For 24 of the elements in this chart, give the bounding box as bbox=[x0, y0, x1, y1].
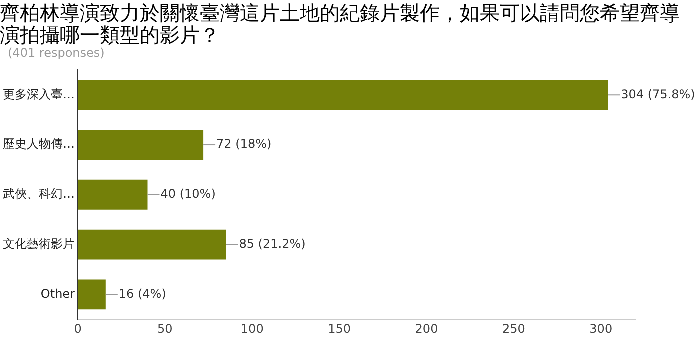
x-tick-label: 150 bbox=[328, 322, 352, 336]
x-tick-label: 300 bbox=[590, 322, 613, 336]
y-tick-label: 更多深入臺… bbox=[3, 87, 75, 102]
y-tick-label: Other bbox=[40, 286, 76, 301]
x-tick-label: 50 bbox=[158, 322, 173, 336]
bar bbox=[78, 230, 226, 260]
data-label: 72 (18%) bbox=[216, 137, 272, 152]
data-label: 16 (4%) bbox=[118, 286, 166, 301]
data-label: 85 (21.2%) bbox=[239, 236, 306, 251]
bar bbox=[78, 80, 608, 110]
chart-title: 齊柏林導演致力於關懷臺灣這片土地的紀錄片製作，如果可以請問您希望齊導演拍攝哪一類型的影片？ bbox=[0, 0, 681, 47]
x-tick-label: 200 bbox=[415, 322, 438, 336]
data-label: 304 (75.8%) bbox=[621, 87, 696, 102]
y-tick-label: 歷史人物傳… bbox=[3, 137, 75, 152]
bar bbox=[78, 130, 204, 160]
x-tick-label: 250 bbox=[502, 322, 526, 336]
data-label: 40 (10%) bbox=[160, 187, 216, 202]
bar bbox=[78, 280, 106, 310]
bar bbox=[78, 180, 148, 210]
y-tick-label: 武俠、科幻… bbox=[3, 187, 75, 202]
y-tick-label: 文化藝術影片 bbox=[3, 236, 75, 251]
x-tick-label: 100 bbox=[240, 322, 264, 336]
x-tick-label: 0 bbox=[74, 322, 82, 336]
chart-subtitle: (401 responses) bbox=[8, 46, 106, 60]
